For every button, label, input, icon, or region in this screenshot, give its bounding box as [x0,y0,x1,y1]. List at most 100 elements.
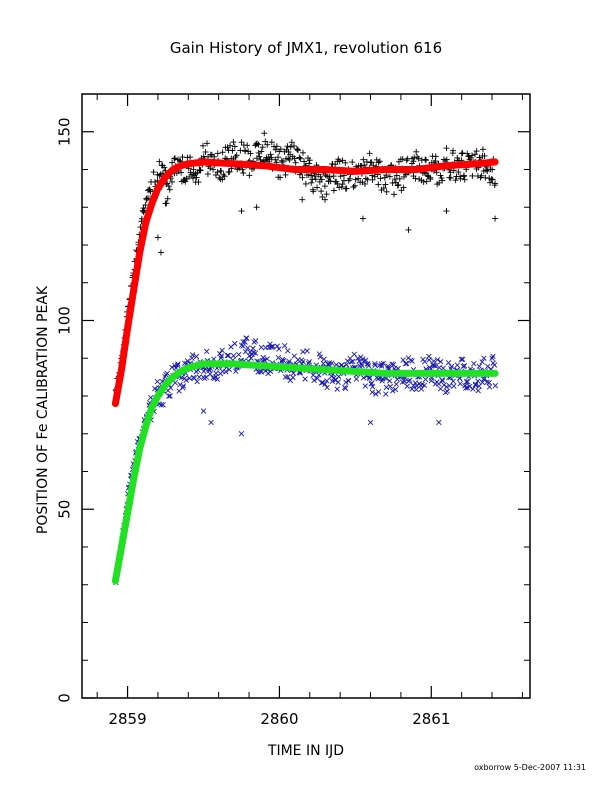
data-point-plus [321,183,328,190]
y-tick-label-150: 150 [55,117,73,146]
data-point-cross [476,363,483,369]
data-point-cross [226,366,232,373]
data-point-cross [378,363,385,369]
data-point-cross [383,391,389,397]
data-point-cross [369,384,376,390]
data-point-cross [491,362,498,368]
data-point-plus [302,180,309,187]
data-point-cross [421,358,428,365]
data-point-cross [174,362,181,369]
data-point-plus [443,145,450,152]
data-point-cross [464,379,471,385]
data-point-plus [322,172,329,179]
data-point-plus [339,181,346,188]
data-point-cross [409,386,415,392]
data-point-cross [154,378,161,385]
data-point-plus [482,174,489,181]
data-point-cross [372,360,378,367]
data-point-cross [407,377,413,383]
data-point-cross [367,419,374,426]
data-point-cross [314,375,321,382]
data-point-cross [224,352,231,359]
data-point-plus [288,139,295,146]
data-point-cross [342,385,349,392]
data-point-plus [317,173,324,180]
x-tick-label-2860: 2860 [260,710,298,728]
data-point-plus [412,175,419,182]
data-point-plus [246,172,253,179]
data-point-cross [444,388,451,395]
data-point-plus [479,146,486,153]
y-tick-label-0: 0 [55,693,73,703]
data-point-plus [432,153,439,160]
data-point-plus [395,181,402,188]
data-point-plus [204,171,211,178]
data-point-cross [460,363,467,369]
data-point-plus [423,178,430,185]
data-point-plus [337,173,344,180]
data-point-plus [284,143,291,150]
data-point-cross [481,355,487,361]
data-point-cross [470,386,476,392]
data-point-plus [436,179,443,186]
data-point-plus [299,174,306,181]
data-point-plus [140,208,147,215]
data-point-cross [356,358,362,364]
data-point-cross [345,378,352,384]
data-point-cross [166,393,172,399]
data-point-cross [403,360,410,367]
data-point-cross [432,363,439,369]
data-point-cross [372,362,378,369]
data-point-cross [472,381,479,387]
data-point-cross [180,384,186,391]
data-point-plus [277,174,284,181]
data-point-plus [443,208,450,215]
data-point-cross [466,383,473,390]
data-point-plus [297,155,304,162]
data-point-plus [162,200,169,207]
data-point-plus [195,179,202,186]
data-point-plus [350,184,357,191]
data-point-plus [178,169,185,176]
data-point-plus [306,160,313,167]
data-point-cross [343,379,349,385]
data-point-plus [489,176,496,183]
data-point-plus [382,181,389,188]
data-point-cross [320,360,327,367]
data-point-cross [285,374,291,380]
data-point-cross [350,358,356,365]
data-point-plus [469,172,476,179]
data-point-plus [383,172,390,179]
data-point-plus [334,180,341,187]
data-point-plus [383,188,390,195]
data-point-plus [147,188,154,195]
data-point-cross [225,352,232,359]
data-point-cross [479,379,486,386]
data-point-plus [330,173,337,180]
data-point-plus [484,167,491,174]
data-point-cross [492,382,499,389]
data-point-plus [403,157,410,164]
data-point-plus [262,138,269,145]
data-point-cross [238,431,245,437]
fit-curve-green [111,360,499,585]
data-point-cross [203,348,210,355]
data-point-plus [478,172,485,179]
data-point-plus [254,140,261,147]
data-point-cross [260,354,266,361]
data-point-plus [492,215,499,222]
data-point-cross [409,358,415,364]
data-point-plus [211,153,218,160]
data-point-plus [179,154,186,161]
data-point-plus [171,155,178,162]
data-point-plus [422,156,429,163]
data-point-plus [275,154,282,161]
data-point-plus [319,194,326,201]
data-point-cross [486,384,493,390]
data-point-cross [261,357,268,364]
data-point-cross [286,358,292,365]
data-point-cross [360,375,367,381]
data-point-cross [362,383,369,389]
data-point-plus [351,182,358,189]
data-point-cross [250,345,256,352]
